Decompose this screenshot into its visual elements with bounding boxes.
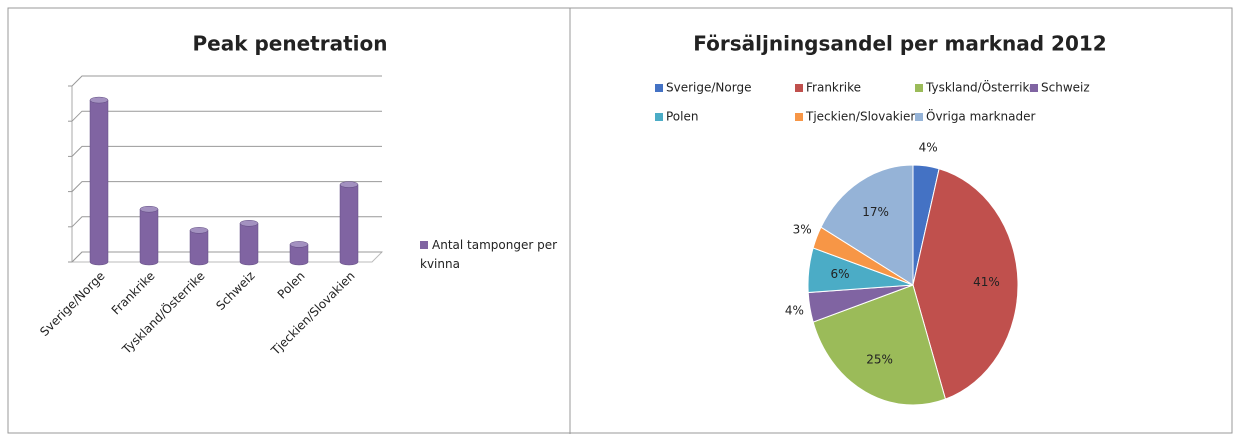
bar [189,227,209,266]
legend-label: Tyskland/Österrike [925,79,1036,95]
data-label: 4% [919,141,938,155]
grid-line [71,75,382,87]
bar-part [239,223,259,266]
legend-swatch [655,84,663,92]
x-tick-label: Frankrike [109,269,158,318]
legend-label: Övriga marknader [926,108,1035,124]
data-label: 41% [973,275,1000,289]
floor [70,251,384,263]
bar-part [89,96,109,104]
grid-line [71,145,382,157]
bar-part [189,230,209,266]
grid-line [71,181,382,192]
pie-slice [820,164,914,286]
chart-title: Försäljningsandel per marknad 2012 [693,32,1106,56]
legend-label: Polen [666,110,698,124]
frame [7,7,1233,434]
grid-line [71,251,382,263]
data-label: 17% [862,205,889,219]
bar [239,220,259,266]
pie-slice [912,168,1019,400]
x-tick-label: Sverige/Norge [37,269,107,339]
bar-part [239,220,259,227]
bar-part [89,99,109,266]
bar-part [139,208,159,266]
legend: Antal tamponger per kvinna [420,236,570,274]
data-label: 6% [831,267,850,281]
chart-title: Peak penetration [193,32,388,56]
data-label: 3% [793,223,812,237]
legend-swatch [915,84,923,92]
legend-swatch [420,241,428,249]
x-tick-label: Polen [275,269,308,302]
legend-label: Frankrike [806,81,861,95]
bar-part [139,205,159,213]
legend-swatch [1030,84,1038,92]
bar-part [289,241,309,248]
bar-part [189,227,209,234]
data-label: 4% [785,303,804,317]
legend-label: Tjeckien/Slovakien [805,110,918,124]
legend-swatch [915,113,923,121]
legend-label: Schweiz [1041,81,1090,95]
x-tick-label: Schweiz [213,269,257,313]
x-tick-label: Tyskland/Österrike [118,267,208,357]
legend-swatch [795,84,803,92]
data-label: 25% [866,352,893,366]
bar [289,241,309,266]
grid-line [71,110,382,122]
bar-part [339,181,359,188]
legend-swatch [795,113,803,121]
bar [339,181,359,266]
grid-line [71,216,382,228]
legend-label: Antal tamponger per kvinna [420,238,558,271]
x-tick-label: Tjeckien/Slovakien [268,269,358,359]
bar [139,205,159,266]
pie-slice [812,284,947,406]
bar-part [289,244,309,266]
bar [89,96,109,266]
bar-part [339,184,359,266]
legend-swatch [655,113,663,121]
legend-label: Sverige/Norge [666,81,751,95]
